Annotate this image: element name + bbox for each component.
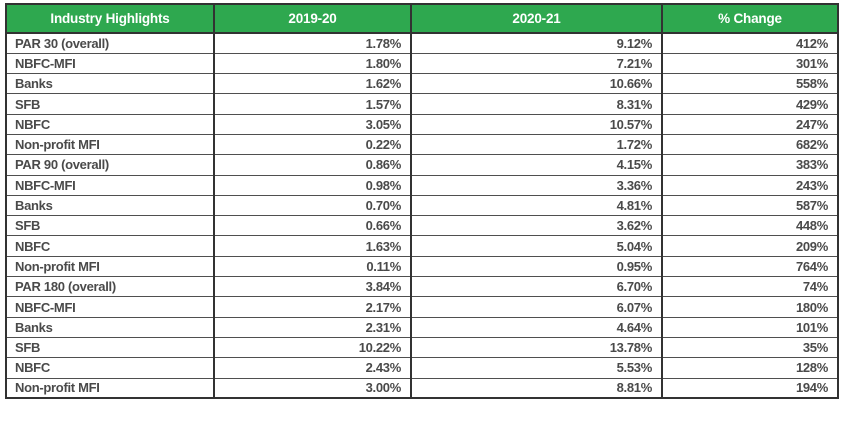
value-pct-change: 587%	[661, 194, 839, 217]
value-2019-20: 1.78%	[213, 32, 412, 54]
row-label: SFB	[5, 336, 215, 359]
table-row: Banks 2.31% 4.64% 101%	[5, 316, 839, 338]
value-2019-20: 0.11%	[213, 255, 412, 278]
value-2019-20: 0.86%	[213, 154, 412, 176]
value-pct-change: 412%	[661, 32, 839, 54]
value-2020-21: 5.04%	[410, 235, 663, 257]
value-pct-change: 209%	[661, 235, 839, 257]
value-2020-21: 4.15%	[410, 154, 663, 176]
value-pct-change: 194%	[661, 377, 839, 399]
table-row: Non-profit MFI 3.00% 8.81% 194%	[5, 377, 839, 399]
value-2020-21: 7.21%	[410, 52, 663, 75]
table-row: Non-profit MFI 0.22% 1.72% 682%	[5, 133, 839, 156]
value-2020-21: 6.70%	[410, 276, 663, 298]
row-label: NBFC-MFI	[5, 296, 215, 318]
row-label: Banks	[5, 194, 215, 217]
value-2019-20: 0.66%	[213, 215, 412, 237]
value-2019-20: 0.70%	[213, 194, 412, 217]
industry-highlights-table: Industry Highlights 2019-20 2020-21 % Ch…	[5, 3, 839, 400]
value-pct-change: 243%	[661, 174, 839, 196]
column-header-2020-21: 2020-21	[410, 3, 663, 34]
value-2020-21: 5.53%	[410, 357, 663, 379]
table-row: PAR 90 (overall) 0.86% 4.15% 383%	[5, 154, 839, 176]
table-row: SFB 10.22% 13.78% 35%	[5, 336, 839, 359]
value-pct-change: 764%	[661, 255, 839, 278]
table-row: NBFC 2.43% 5.53% 128%	[5, 357, 839, 379]
value-pct-change: 448%	[661, 215, 839, 237]
row-label: Non-profit MFI	[5, 133, 215, 156]
table-row: PAR 180 (overall) 3.84% 6.70% 74%	[5, 276, 839, 298]
value-pct-change: 74%	[661, 276, 839, 298]
value-2019-20: 1.80%	[213, 52, 412, 75]
table-row: NBFC 3.05% 10.57% 247%	[5, 113, 839, 135]
table-header-row: Industry Highlights 2019-20 2020-21 % Ch…	[5, 3, 839, 34]
value-2019-20: 0.98%	[213, 174, 412, 196]
row-label: Non-profit MFI	[5, 377, 215, 399]
table-row: Non-profit MFI 0.11% 0.95% 764%	[5, 255, 839, 278]
row-label: NBFC	[5, 235, 215, 257]
value-pct-change: 383%	[661, 154, 839, 176]
value-pct-change: 128%	[661, 357, 839, 379]
value-2019-20: 2.31%	[213, 316, 412, 338]
value-2020-21: 8.81%	[410, 377, 663, 399]
table-row: NBFC-MFI 1.80% 7.21% 301%	[5, 52, 839, 75]
value-2019-20: 0.22%	[213, 133, 412, 156]
value-2020-21: 10.57%	[410, 113, 663, 135]
value-2019-20: 3.05%	[213, 113, 412, 135]
value-pct-change: 101%	[661, 316, 839, 338]
column-header-pct-change: % Change	[661, 3, 839, 34]
value-2019-20: 3.00%	[213, 377, 412, 399]
table-row: NBFC-MFI 2.17% 6.07% 180%	[5, 296, 839, 318]
table-row: SFB 0.66% 3.62% 448%	[5, 215, 839, 237]
row-label: NBFC-MFI	[5, 52, 215, 75]
value-2020-21: 9.12%	[410, 32, 663, 54]
row-label: NBFC	[5, 357, 215, 379]
row-label: NBFC	[5, 113, 215, 135]
row-label: Banks	[5, 73, 215, 95]
value-2019-20: 2.17%	[213, 296, 412, 318]
column-header-industry-highlights: Industry Highlights	[5, 3, 215, 34]
value-2020-21: 1.72%	[410, 133, 663, 156]
table-header: Industry Highlights 2019-20 2020-21 % Ch…	[5, 3, 839, 34]
row-label: NBFC-MFI	[5, 174, 215, 196]
row-label: SFB	[5, 215, 215, 237]
table-row: PAR 30 (overall) 1.78% 9.12% 412%	[5, 32, 839, 54]
row-label: SFB	[5, 93, 215, 115]
value-pct-change: 247%	[661, 113, 839, 135]
value-2019-20: 10.22%	[213, 336, 412, 359]
row-label: Banks	[5, 316, 215, 338]
value-2020-21: 3.62%	[410, 215, 663, 237]
table-row: SFB 1.57% 8.31% 429%	[5, 93, 839, 115]
value-2020-21: 0.95%	[410, 255, 663, 278]
value-2020-21: 13.78%	[410, 336, 663, 359]
table-row: Banks 1.62% 10.66% 558%	[5, 73, 839, 95]
row-label: Non-profit MFI	[5, 255, 215, 278]
table-row: Banks 0.70% 4.81% 587%	[5, 194, 839, 217]
value-2020-21: 6.07%	[410, 296, 663, 318]
value-2019-20: 3.84%	[213, 276, 412, 298]
row-label: PAR 90 (overall)	[5, 154, 215, 176]
value-pct-change: 180%	[661, 296, 839, 318]
value-2019-20: 1.63%	[213, 235, 412, 257]
value-2020-21: 4.81%	[410, 194, 663, 217]
row-label: PAR 180 (overall)	[5, 276, 215, 298]
value-pct-change: 301%	[661, 52, 839, 75]
table-row: NBFC 1.63% 5.04% 209%	[5, 235, 839, 257]
value-pct-change: 429%	[661, 93, 839, 115]
value-pct-change: 682%	[661, 133, 839, 156]
value-2020-21: 8.31%	[410, 93, 663, 115]
value-2019-20: 1.62%	[213, 73, 412, 95]
value-pct-change: 35%	[661, 336, 839, 359]
value-2019-20: 2.43%	[213, 357, 412, 379]
value-pct-change: 558%	[661, 73, 839, 95]
value-2019-20: 1.57%	[213, 93, 412, 115]
industry-highlights-table-container: Industry Highlights 2019-20 2020-21 % Ch…	[5, 3, 839, 400]
value-2020-21: 3.36%	[410, 174, 663, 196]
table-body: PAR 30 (overall) 1.78% 9.12% 412% NBFC-M…	[5, 32, 839, 399]
value-2020-21: 4.64%	[410, 316, 663, 338]
value-2020-21: 10.66%	[410, 73, 663, 95]
row-label: PAR 30 (overall)	[5, 32, 215, 54]
column-header-2019-20: 2019-20	[213, 3, 412, 34]
table-row: NBFC-MFI 0.98% 3.36% 243%	[5, 174, 839, 196]
